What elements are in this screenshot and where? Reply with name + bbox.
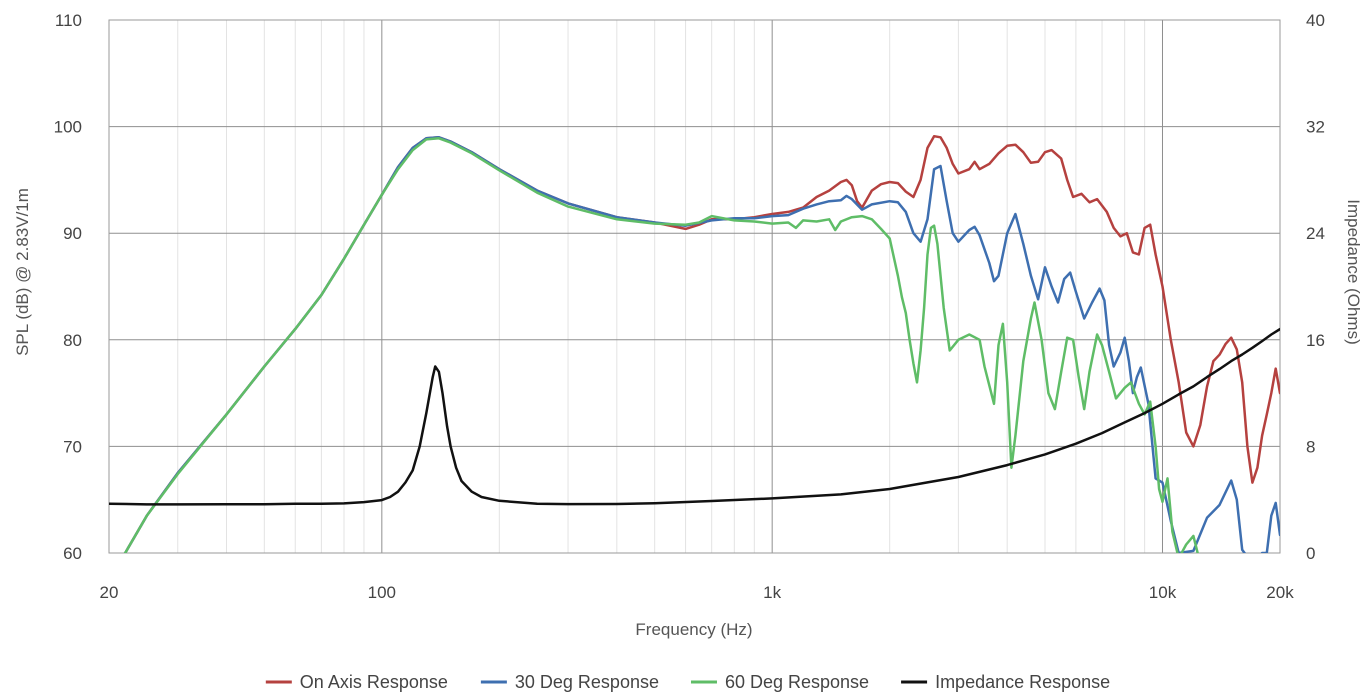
- y-left-tick-labels: 60 70 80 90 100 110: [54, 11, 82, 563]
- y2-tick-label: 16: [1306, 331, 1325, 350]
- major-grid: [109, 20, 1280, 553]
- y2-tick-label: 24: [1306, 224, 1325, 243]
- legend-label: On Axis Response: [300, 672, 448, 692]
- minor-grid: [177, 20, 1146, 553]
- x-tick-label: 10k: [1149, 583, 1177, 602]
- y-tick-label: 90: [63, 224, 82, 243]
- legend-label: Impedance Response: [935, 672, 1110, 692]
- x-tick-label: 100: [368, 583, 396, 602]
- legend-label: 30 Deg Response: [515, 672, 659, 692]
- y-axis-title: SPL (dB) @ 2.83V/1m: [13, 188, 32, 356]
- y-tick-label: 110: [55, 11, 82, 30]
- y-tick-label: 100: [54, 118, 82, 137]
- legend: On Axis Response 30 Deg Response 60 Deg Re…: [265, 672, 1110, 692]
- y2-tick-label: 32: [1306, 118, 1325, 137]
- x-tick-label: 20k: [1266, 583, 1294, 602]
- legend-item: 60 Deg Response: [690, 672, 869, 692]
- x-axis-title: Frequency (Hz): [635, 620, 752, 639]
- legend-item: Impedance Response: [901, 672, 1110, 692]
- y2-tick-label: 0: [1306, 544, 1315, 563]
- y2-axis-title: Impedance (Ohms): [1344, 199, 1363, 345]
- legend-item: On Axis Response: [265, 672, 448, 692]
- series-line-3: [123, 137, 1199, 553]
- y-right-tick-labels: 0 8 16 24 32 40: [1306, 11, 1325, 563]
- plot-frame: [108, 19, 1281, 554]
- series-line-4: [109, 327, 1280, 506]
- y-tick-label: 60: [63, 544, 82, 563]
- series-layer: [109, 134, 1280, 553]
- y2-tick-label: 40: [1306, 11, 1325, 30]
- legend-label: 60 Deg Response: [725, 672, 869, 692]
- legend-item: 30 Deg Response: [480, 672, 659, 692]
- x-tick-labels: 20 100 1k 10k 20k: [100, 583, 1295, 602]
- x-tick-label: 1k: [763, 583, 781, 602]
- y-tick-label: 70: [63, 437, 82, 456]
- x-tick-label: 20: [100, 583, 119, 602]
- y-tick-label: 80: [63, 331, 82, 350]
- y2-tick-label: 8: [1306, 437, 1315, 456]
